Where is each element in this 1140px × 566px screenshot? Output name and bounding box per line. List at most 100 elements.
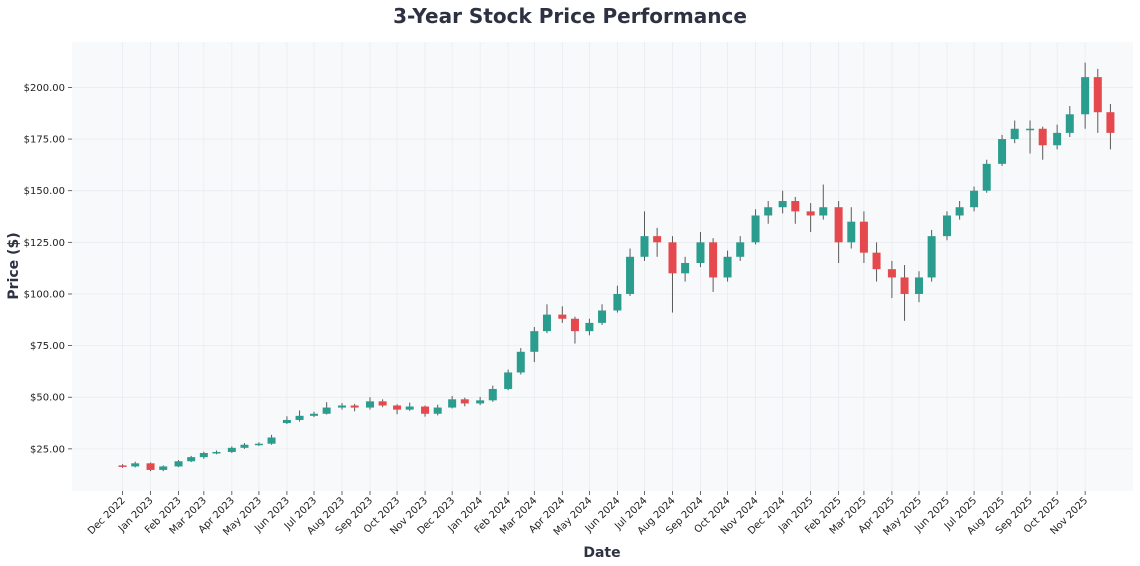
- candle-body: [1010, 128, 1019, 140]
- candle-up: [488, 385, 497, 402]
- y-tick-label: $125.00: [24, 238, 65, 249]
- candle-body: [927, 236, 936, 278]
- candle-body: [736, 242, 745, 257]
- candle-up: [982, 159, 991, 193]
- candle-body: [542, 314, 551, 332]
- candle-down: [653, 227, 662, 257]
- candle-up: [778, 190, 787, 214]
- y-axis-title: Price ($): [6, 232, 22, 299]
- candle-body: [847, 221, 856, 243]
- candle-body: [460, 399, 469, 404]
- candle-up: [174, 460, 183, 468]
- candle-up: [504, 369, 513, 391]
- candle-up: [1026, 120, 1035, 154]
- candle-up: [955, 201, 964, 220]
- candle-body: [254, 443, 263, 446]
- candle-up: [405, 402, 414, 411]
- candle-up: [433, 404, 442, 416]
- candle-body: [640, 236, 649, 257]
- candle-up: [365, 397, 374, 410]
- candle-down: [1106, 103, 1115, 150]
- candle-down: [421, 405, 430, 417]
- candle-body: [1106, 112, 1115, 133]
- candle-body: [859, 221, 868, 253]
- y-tick-label: $75.00: [30, 341, 65, 352]
- candle-body: [118, 465, 127, 467]
- y-tick-label: $200.00: [24, 83, 65, 94]
- chart-title: 3-Year Stock Price Performance: [393, 4, 747, 28]
- candle-body: [970, 190, 979, 208]
- candle-body: [982, 163, 991, 191]
- candle-down: [859, 211, 868, 263]
- candle-down: [709, 238, 718, 292]
- y-tick-label: $150.00: [24, 186, 65, 197]
- candle-body: [350, 405, 359, 408]
- candle-body: [1053, 132, 1062, 146]
- candle-body: [887, 269, 896, 278]
- candle-body: [421, 406, 430, 414]
- candle-body: [696, 242, 705, 263]
- candle-down: [558, 306, 567, 323]
- candle-body: [295, 415, 304, 420]
- candle-up: [516, 348, 525, 375]
- candle-up: [199, 451, 208, 459]
- candle-up: [640, 211, 649, 261]
- candle-down: [791, 196, 800, 224]
- candle-up: [322, 402, 331, 415]
- candle-body: [942, 215, 951, 237]
- candle-up: [131, 461, 140, 468]
- candle-up: [295, 410, 304, 422]
- candles: [118, 62, 1115, 472]
- plot-area: [72, 42, 1133, 491]
- candle-body: [570, 318, 579, 332]
- candle-up: [626, 248, 635, 297]
- candle-body: [146, 463, 155, 470]
- candle-up: [1081, 62, 1090, 129]
- candle-body: [282, 419, 291, 424]
- y-tick-label: $175.00: [24, 135, 65, 146]
- candle-down: [350, 403, 359, 412]
- candle-up: [309, 411, 318, 418]
- candle-body: [955, 207, 964, 216]
- candle-down: [1038, 126, 1047, 160]
- candle-down: [872, 242, 881, 282]
- candle-up: [227, 446, 236, 453]
- candle-body: [626, 256, 635, 294]
- candle-body: [337, 405, 346, 408]
- y-axis: $25.00 $50.00 $75.00 $100.00 $125.00 $150.00 $…: [24, 83, 72, 455]
- candle-up: [1053, 124, 1062, 150]
- candle-up: [970, 186, 979, 212]
- candle-body: [778, 201, 787, 208]
- candle-up: [598, 304, 607, 325]
- candle-body: [174, 461, 183, 467]
- candle-up: [764, 201, 773, 224]
- candle-body: [819, 207, 828, 216]
- candle-body: [530, 331, 539, 352]
- x-axis-title: Date: [583, 545, 620, 561]
- candle-up: [282, 416, 291, 425]
- candle-up: [696, 232, 705, 268]
- candle-body: [598, 310, 607, 323]
- candle-body: [764, 207, 773, 216]
- candle-body: [504, 372, 513, 389]
- candle-up: [751, 209, 760, 245]
- candle-up: [681, 256, 690, 282]
- candle-body: [1093, 77, 1102, 113]
- candle-down: [393, 404, 402, 415]
- candle-body: [448, 399, 457, 408]
- candle-body: [322, 407, 331, 414]
- candle-body: [240, 444, 249, 448]
- candle-body: [914, 277, 923, 294]
- candle-up: [448, 395, 457, 409]
- candle-up: [542, 304, 551, 334]
- candle-down: [378, 399, 387, 408]
- candle-up: [267, 434, 276, 445]
- candle-body: [309, 413, 318, 416]
- candle-body: [900, 277, 909, 294]
- y-tick-label: $100.00: [24, 289, 65, 300]
- candle-up: [998, 134, 1007, 166]
- candle-body: [1065, 114, 1074, 133]
- candle-down: [887, 260, 896, 299]
- grid-lines: [72, 42, 1133, 491]
